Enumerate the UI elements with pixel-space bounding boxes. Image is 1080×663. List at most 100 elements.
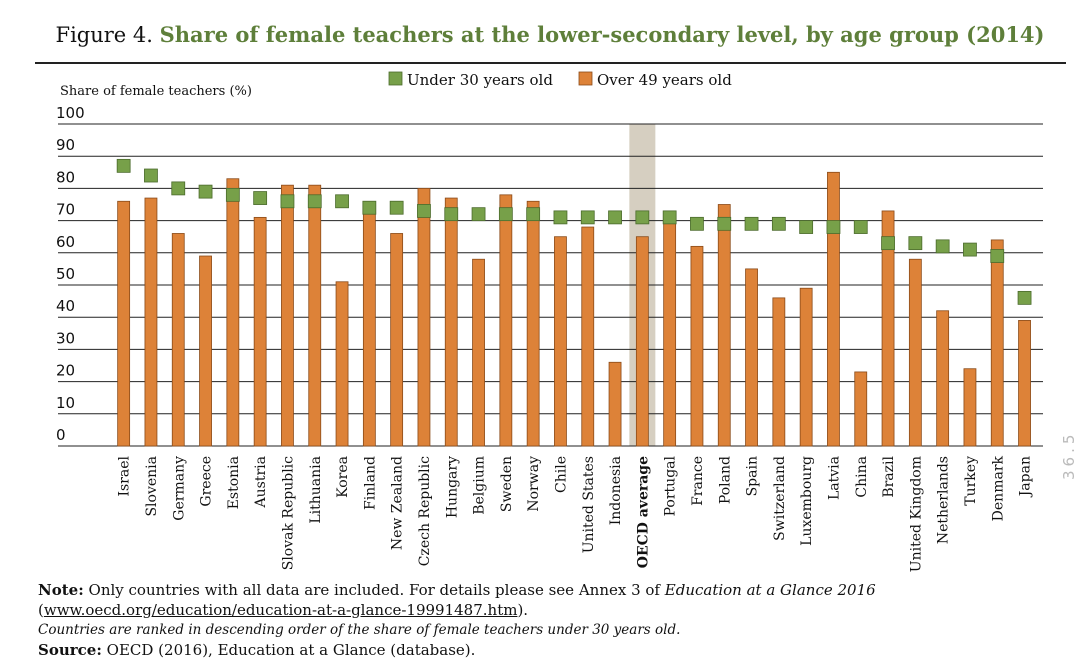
figure-title: Figure 4. Share of female teachers at th…: [0, 22, 1080, 47]
x-tick-label: Lithuania: [308, 456, 324, 524]
y-tick-label: 100: [56, 104, 85, 122]
marker-under30: [744, 216, 759, 231]
bar-over49: [554, 236, 567, 447]
x-tick-label: Portugal: [663, 455, 679, 516]
marker-under30: [881, 236, 895, 251]
bar-over49: [717, 204, 731, 447]
marker-under30: [608, 210, 622, 225]
legend-marker-under30: [388, 71, 403, 86]
x-tick-label: China: [854, 456, 870, 498]
y-tick-label: 90: [56, 136, 75, 154]
x-tick-label: France: [690, 456, 706, 506]
bar-over49: [635, 236, 649, 447]
bar-over49: [827, 171, 840, 447]
bar-over49: [117, 200, 131, 447]
bar-over49: [390, 233, 404, 447]
x-tick-label: Israel: [117, 455, 133, 496]
note-publication: Education at a Glance 2016: [664, 581, 876, 599]
bar-over49: [199, 255, 212, 447]
x-tick-label: Brazil: [881, 455, 897, 497]
marker-under30: [116, 158, 131, 173]
y-axis-label: Share of female teachers (%): [60, 84, 252, 99]
marker-under30: [280, 194, 295, 209]
bar-over49: [608, 361, 622, 447]
marker-under30: [144, 168, 158, 183]
x-tick-label: Belgium: [472, 456, 488, 515]
x-tick-label: Japan: [1018, 456, 1034, 498]
bar-over49: [362, 210, 376, 447]
bar-over49: [663, 216, 677, 447]
bar-over49: [690, 245, 704, 447]
legend-label-over49: Over 49 years old: [597, 71, 732, 89]
x-tick-label: Netherlands: [936, 456, 952, 544]
bar-over49: [417, 187, 431, 447]
legend-marker-over49: [578, 71, 593, 86]
x-tick-label: Slovenia: [144, 456, 160, 517]
x-tick-label: OECD average: [635, 456, 651, 568]
x-tick-label: Turkey: [963, 456, 979, 506]
ranking-note: Countries are ranked in descending order…: [38, 622, 681, 638]
y-tick-label: 10: [56, 394, 75, 412]
title-rule: [35, 62, 1066, 64]
bar-over49: [745, 268, 758, 447]
y-tick-label: 80: [56, 168, 75, 186]
bar-over49: [936, 310, 950, 447]
bar-over49: [308, 184, 322, 447]
x-tick-label: Norway: [526, 456, 542, 512]
x-tick-label: Luxembourg: [799, 456, 815, 546]
figure-title-text: Share of female teachers at the lower-se…: [159, 22, 1045, 47]
bar-over49: [1018, 320, 1031, 447]
note-link[interactable]: www.oecd.org/education/education-at-a-gl…: [43, 601, 518, 619]
x-tick-label: Poland: [717, 456, 733, 504]
bar-over49: [581, 226, 595, 447]
x-tick-label: Finland: [362, 456, 378, 510]
bar-over49: [799, 287, 813, 447]
bar-over49: [226, 178, 240, 447]
x-tick-label: Chile: [553, 456, 569, 493]
bar-over49: [253, 216, 267, 447]
marker-under30: [362, 200, 377, 215]
bar-over49: [171, 233, 185, 447]
x-tick-label: Austria: [253, 456, 269, 508]
x-tick-label: Spain: [745, 456, 761, 496]
legend-label-under30: Under 30 years old: [407, 71, 553, 89]
y-tick-label: 0: [56, 426, 66, 444]
x-tick-label: United States: [581, 456, 597, 553]
marker-under30: [908, 236, 923, 251]
note-label: Note:: [38, 581, 84, 599]
marker-under30: [171, 181, 186, 196]
bar-over49: [854, 371, 868, 447]
x-tick-label: Sweden: [499, 456, 515, 512]
bar-over49: [281, 184, 294, 447]
bar-over49: [472, 258, 485, 447]
marker-under30: [253, 191, 268, 205]
y-tick-label: 50: [56, 265, 75, 283]
marker-under30: [935, 239, 950, 254]
marker-under30: [771, 216, 786, 231]
x-tick-label: Switzerland: [772, 456, 788, 541]
marker-under30: [662, 210, 677, 225]
marker-under30: [526, 207, 541, 222]
y-tick-label: 20: [56, 362, 75, 380]
marker-under30: [444, 207, 459, 222]
marker-under30: [417, 204, 431, 218]
marker-under30: [690, 216, 704, 231]
bar-over49: [526, 200, 540, 447]
x-tick-label: Latvia: [826, 456, 842, 500]
x-tick-label: Denmark: [990, 455, 1006, 521]
bar-over49: [335, 281, 349, 447]
bar-over49: [772, 297, 786, 447]
bar-over49: [144, 197, 158, 447]
y-tick-label: 70: [56, 201, 75, 219]
marker-under30: [225, 187, 240, 202]
x-tick-label: Korea: [335, 456, 351, 498]
marker-under30: [990, 249, 1005, 263]
marker-under30: [389, 200, 404, 215]
bar-over49: [908, 258, 922, 447]
y-tick-label: 40: [56, 297, 75, 315]
x-tick-label: Estonia: [226, 456, 242, 509]
x-tick-label: United Kingdom: [908, 456, 924, 572]
marker-under30: [580, 210, 595, 225]
x-tick-label: Greece: [199, 456, 215, 507]
x-tick-label: Indonesia: [608, 456, 624, 525]
